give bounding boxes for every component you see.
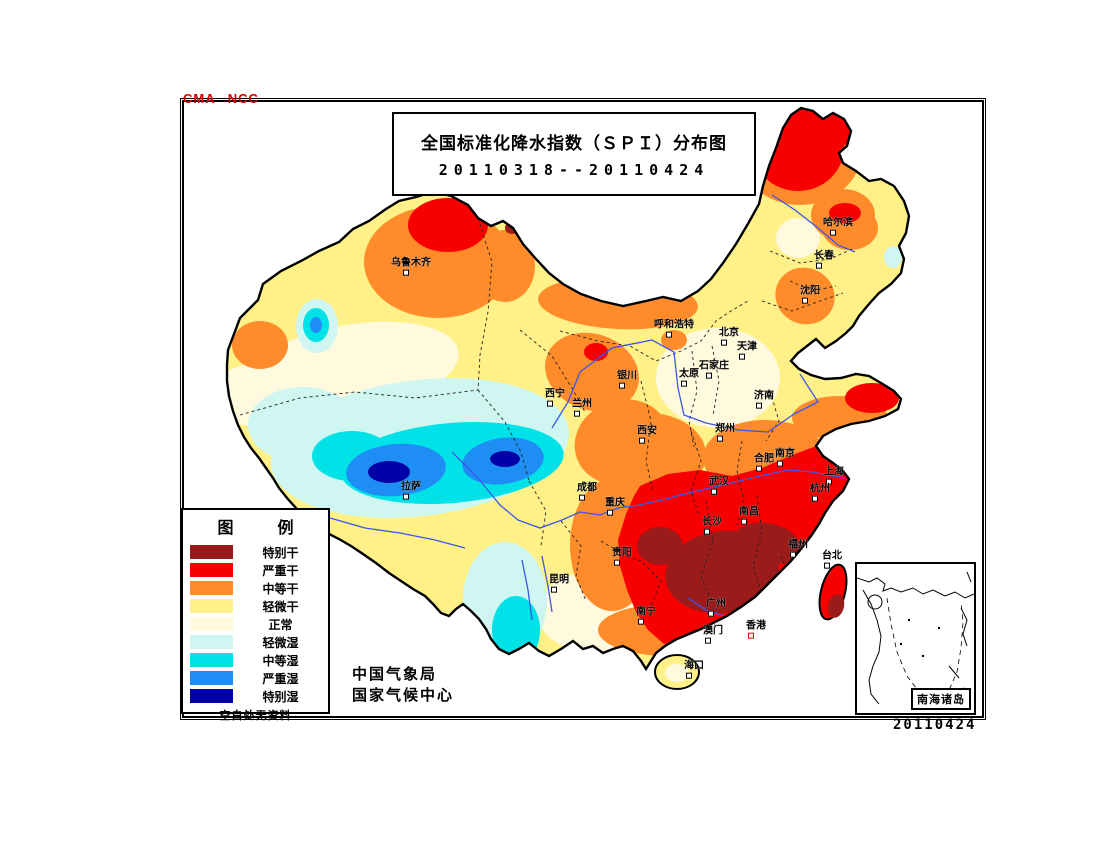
legend-row: 轻微干 xyxy=(183,597,328,615)
taiwan-island xyxy=(818,563,848,621)
inset-luzon xyxy=(960,607,968,647)
legend-row: 轻微湿 xyxy=(183,633,328,651)
legend-row: 中等干 xyxy=(183,579,328,597)
legend-label: 中等湿 xyxy=(262,653,299,668)
legend-label: 中等干 xyxy=(262,581,299,596)
legend-row: 正常 xyxy=(183,615,328,633)
south-china-sea-inset: 南海诸岛 xyxy=(855,562,976,715)
legend-title: 图 例 xyxy=(217,520,308,537)
hainan-island xyxy=(654,654,700,690)
inset-label: 南海诸岛 xyxy=(911,688,971,710)
legend-box: 图 例 特别干严重干中等干轻微干正常轻微湿中等湿严重湿特别湿 空白处无资料 xyxy=(181,508,330,722)
legend-swatch xyxy=(190,617,233,631)
legend-label: 轻微湿 xyxy=(262,635,299,650)
legend-swatch xyxy=(190,563,233,577)
legend-row: 严重湿 xyxy=(183,669,328,687)
rivers xyxy=(329,194,856,621)
legend-row: 特别干 xyxy=(183,543,328,561)
legend-label: 正常 xyxy=(268,617,293,632)
map-title: 全国标准化降水指数（ＳＰＩ）分布图 xyxy=(421,134,727,153)
legend-swatch xyxy=(190,545,233,559)
agency-line2: 国家气候中心 xyxy=(352,687,455,704)
legend-note: 空白处无资料 xyxy=(219,710,292,722)
legend-row: 特别湿 xyxy=(183,687,328,705)
legend-label: 特别湿 xyxy=(262,689,299,704)
inset-hainan xyxy=(867,594,883,610)
legend-swatch xyxy=(190,581,233,595)
legend-rows: 特别干严重干中等干轻微干正常轻微湿中等湿严重湿特别湿 xyxy=(183,543,328,705)
legend-row: 中等湿 xyxy=(183,651,328,669)
footer-date: 20110424 xyxy=(893,717,977,733)
legend-label: 特别干 xyxy=(262,545,299,560)
legend-swatch xyxy=(190,653,233,667)
mainland-outline xyxy=(225,106,911,672)
agency-watermark: CMA NCC xyxy=(183,91,259,106)
inset-boundary-dashes xyxy=(886,597,964,699)
legend-label: 轻微干 xyxy=(262,599,299,614)
agency-block: 中国气象局 国家气候中心 xyxy=(352,664,454,706)
legend-label: 严重干 xyxy=(262,563,299,578)
legend-swatch xyxy=(190,599,233,613)
province-borders xyxy=(239,217,853,607)
legend-swatch xyxy=(190,635,233,649)
map-date-range: 20110318--20110424 xyxy=(438,161,710,179)
legend-row: 严重干 xyxy=(183,561,328,579)
legend-swatch xyxy=(190,671,233,685)
agency-line1: 中国气象局 xyxy=(352,666,438,683)
inset-island-dots xyxy=(899,618,941,658)
inset-china-coast xyxy=(857,577,974,599)
inset-vietnam-coast xyxy=(862,589,882,705)
legend-label: 严重湿 xyxy=(262,671,299,686)
legend-swatch xyxy=(190,689,233,703)
title-box: 全国标准化降水指数（ＳＰＩ）分布图 20110318--20110424 xyxy=(392,112,756,196)
